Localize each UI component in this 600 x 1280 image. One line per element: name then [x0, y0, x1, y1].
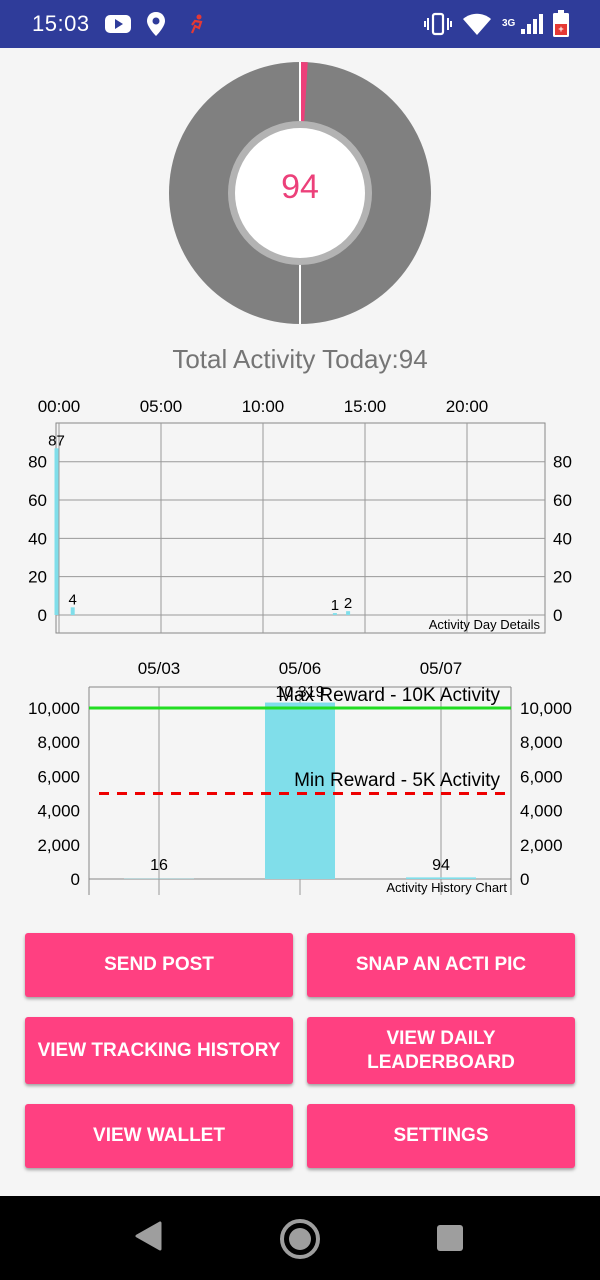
activity-history-chart: 05/03 05/06 05/07 0 0 2,000 2,000 4,000 4,000 6,0…	[28, 659, 572, 895]
day-chart-y-tick-right: 80	[553, 453, 572, 472]
history-chart-y-tick-left: 2,000	[37, 836, 80, 855]
snap-pic-button[interactable]: SNAP AN ACTI PIC	[307, 933, 575, 997]
day-chart-y-tick-left: 20	[28, 568, 47, 587]
history-chart-bar-label: 94	[432, 857, 450, 874]
view-wallet-button[interactable]: VIEW WALLET	[25, 1104, 293, 1168]
history-chart-x-tick: 05/06	[279, 659, 322, 678]
day-chart-y-tick-left: 0	[38, 606, 47, 625]
view-daily-leaderboard-button[interactable]: VIEW DAILY LEADERBOARD	[307, 1017, 575, 1084]
day-chart-x-tick: 20:00	[446, 397, 489, 416]
max-reward-label: Max Reward - 10K Activity	[278, 685, 500, 706]
history-chart-y-tick-right: 0	[520, 870, 529, 889]
vibrate-icon	[424, 10, 452, 38]
day-chart-x-tick: 10:00	[242, 397, 285, 416]
history-chart-y-tick-left: 10,000	[28, 699, 80, 718]
history-chart-y-tick-right: 6,000	[520, 767, 563, 786]
signal-icon	[520, 10, 544, 38]
day-chart-y-tick-right: 40	[553, 529, 572, 548]
day-chart-description: Activity Day Details	[429, 617, 541, 632]
day-chart-y-tick-right: 0	[553, 606, 562, 625]
battery-icon: +	[552, 10, 570, 38]
history-chart-bar	[265, 702, 335, 879]
day-chart-y-tick-right: 20	[553, 568, 572, 587]
network-type-label: 3G	[502, 18, 516, 29]
history-chart-y-tick-right: 8,000	[520, 733, 563, 752]
history-chart-x-tick: 05/07	[420, 659, 463, 678]
day-chart-bar-label: 2	[344, 595, 352, 612]
day-chart-bar	[54, 448, 59, 615]
day-chart-y-tick-right: 60	[553, 491, 572, 510]
history-chart-bar-label: 16	[150, 857, 168, 874]
day-chart-x-tick: 15:00	[344, 397, 387, 416]
recents-icon[interactable]	[436, 1224, 464, 1257]
history-chart-y-tick-left: 4,000	[37, 802, 80, 821]
day-chart-bar	[332, 613, 337, 615]
history-chart-y-tick-left: 8,000	[37, 733, 80, 752]
day-chart-y-tick-left: 80	[28, 453, 47, 472]
history-chart-y-tick-left: 6,000	[37, 767, 80, 786]
view-tracking-history-button[interactable]: VIEW TRACKING HISTORY	[25, 1017, 293, 1084]
history-chart-bar	[406, 877, 476, 879]
navigation-bar	[0, 1196, 600, 1280]
history-chart-y-tick-right: 10,000	[520, 699, 572, 718]
svg-text:+: +	[558, 24, 563, 34]
day-chart-y-tick-left: 40	[28, 529, 47, 548]
day-chart-y-tick-left: 60	[28, 491, 47, 510]
min-reward-label: Min Reward - 5K Activity	[294, 770, 500, 791]
send-post-button[interactable]: SEND POST	[25, 933, 293, 997]
home-icon[interactable]	[279, 1218, 321, 1265]
history-chart-bar-label: 10,319	[276, 684, 325, 701]
settings-button[interactable]: SETTINGS	[307, 1104, 575, 1168]
day-chart-bar-label: 87	[48, 432, 65, 449]
day-chart-frame	[55, 422, 546, 634]
day-chart-bar	[70, 607, 75, 615]
activity-tracker-icon	[186, 10, 208, 38]
status-bar: 15:03 3G +	[0, 0, 600, 48]
activity-day-chart: 0 0 20 20 40 40 60 60 80 80 00:00 05:00 10:00 15:00 20…	[28, 397, 572, 634]
history-chart-y-tick-right: 2,000	[520, 836, 563, 855]
youtube-icon	[104, 10, 132, 38]
day-chart-bar-label: 1	[331, 597, 339, 614]
gauge-hole	[235, 128, 365, 258]
back-icon[interactable]	[134, 1220, 162, 1257]
day-chart-bar	[346, 611, 351, 615]
status-time: 15:03	[32, 11, 90, 36]
activity-gauge	[168, 60, 432, 326]
location-pin-icon	[146, 10, 166, 38]
day-chart-x-tick: 00:00	[38, 397, 81, 416]
gauge-value: 94	[281, 168, 319, 206]
history-chart-description: Activity History Chart	[386, 880, 507, 895]
history-chart-x-tick: 05/03	[138, 659, 181, 678]
day-chart-x-tick: 05:00	[140, 397, 183, 416]
history-chart-y-tick-right: 4,000	[520, 802, 563, 821]
total-activity-label: Total Activity Today:94	[172, 344, 428, 374]
day-chart-bar-label: 4	[69, 591, 77, 608]
history-chart-y-tick-left: 0	[71, 870, 80, 889]
wifi-icon	[462, 10, 492, 38]
